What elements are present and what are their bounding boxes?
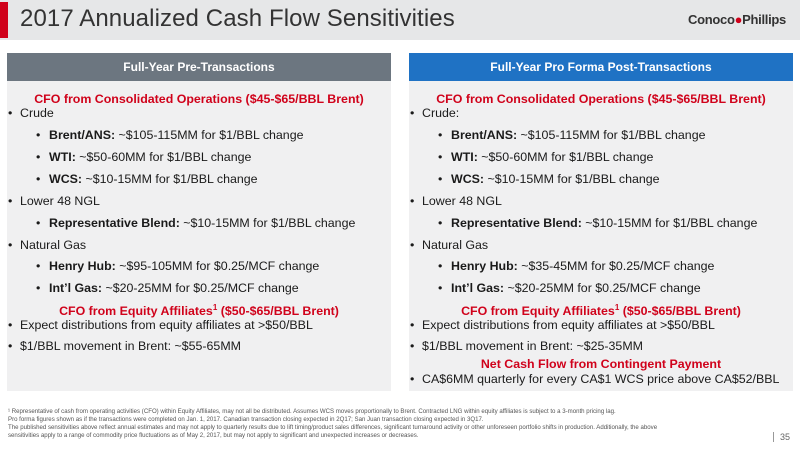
list-item-wti: WTI: ~$50-60MM for $1/BBL change [36, 150, 251, 164]
section-heading-consolidated: CFO from Consolidated Operations ($45-$6… [34, 92, 364, 106]
list-item-brent: Brent/ANS: ~$105-115MM for $1/BBL change [36, 128, 304, 142]
title-accent-bar [0, 2, 8, 38]
slide-header: 2017 Annualized Cash Flow Sensitivities … [0, 0, 800, 40]
section-heading-consolidated: CFO from Consolidated Operations ($45-$6… [436, 92, 766, 106]
list-item-brent: Brent/ANS: ~$105-115MM for $1/BBL change [438, 128, 706, 142]
company-logo: Conoco●Phillips [688, 12, 786, 27]
list-item-distributions: Expect distributions from equity affilia… [410, 318, 715, 332]
list-item-crude: Crude: [410, 106, 459, 120]
footnotes: ¹ Representative of cash from operating … [8, 408, 760, 440]
pre-transactions-panel: Full-Year Pre-Transactions CFO from Cons… [7, 53, 391, 391]
page-title: 2017 Annualized Cash Flow Sensitivities [20, 5, 455, 32]
panel-heading: Full-Year Pro Forma Post-Transactions [409, 53, 793, 81]
list-item-henry-hub: Henry Hub: ~$95-105MM for $0.25/MCF chan… [36, 259, 319, 273]
footnote-line: The published sensitivities above reflec… [8, 424, 658, 431]
list-item-natural-gas: Natural Gas [8, 238, 86, 252]
list-item-contingent-payment: CA$6MM quarterly for every CA$1 WCS pric… [410, 372, 779, 386]
list-item-henry-hub: Henry Hub: ~$35-45MM for $0.25/MCF chang… [438, 259, 714, 273]
section-heading-equity-affiliates: CFO from Equity Affiliates1 ($50-$65/BBL… [59, 303, 339, 319]
list-item-wcs: WCS: ~$10-15MM for $1/BBL change [438, 172, 660, 186]
footnote-line: sensitivities apply to a range of commod… [8, 432, 419, 439]
footnote-line: ¹ Representative of cash from operating … [8, 408, 616, 415]
logo-flame-icon: ● [734, 12, 743, 27]
page-number: 35 [772, 432, 790, 442]
panel-heading: Full-Year Pre-Transactions [7, 53, 391, 81]
post-transactions-panel: Full-Year Pro Forma Post-Transactions CF… [409, 53, 793, 391]
list-item-intl-gas: Int’l Gas: ~$20-25MM for $0.25/MCF chang… [438, 281, 701, 295]
logo-text-phillips: Phillips [742, 12, 786, 27]
section-heading-equity-affiliates: CFO from Equity Affiliates1 ($50-$65/BBL… [461, 303, 741, 319]
list-item-crude: Crude [8, 106, 54, 120]
list-item-natural-gas: Natural Gas [410, 238, 488, 252]
list-item-representative-blend: Representative Blend: ~$10-15MM for $1/B… [36, 216, 355, 230]
list-item-wti: WTI: ~$50-60MM for $1/BBL change [438, 150, 653, 164]
list-item-distributions: Expect distributions from equity affilia… [8, 318, 313, 332]
list-item-wcs: WCS: ~$10-15MM for $1/BBL change [36, 172, 258, 186]
footnote-line: Pro forma figures shown as if the transa… [8, 416, 484, 423]
list-item-ngl: Lower 48 NGL [8, 194, 100, 208]
section-heading-contingent-payment: Net Cash Flow from Contingent Payment [480, 357, 722, 371]
list-item-representative-blend: Representative Blend: ~$10-15MM for $1/B… [438, 216, 757, 230]
list-item-ngl: Lower 48 NGL [410, 194, 502, 208]
list-item-brent-movement: $1/BBL movement in Brent: ~$25-35MM [410, 339, 643, 353]
list-item-brent-movement: $1/BBL movement in Brent: ~$55-65MM [8, 339, 241, 353]
logo-text-conoco: Conoco [688, 12, 735, 27]
list-item-intl-gas: Int’l Gas: ~$20-25MM for $0.25/MCF chang… [36, 281, 299, 295]
